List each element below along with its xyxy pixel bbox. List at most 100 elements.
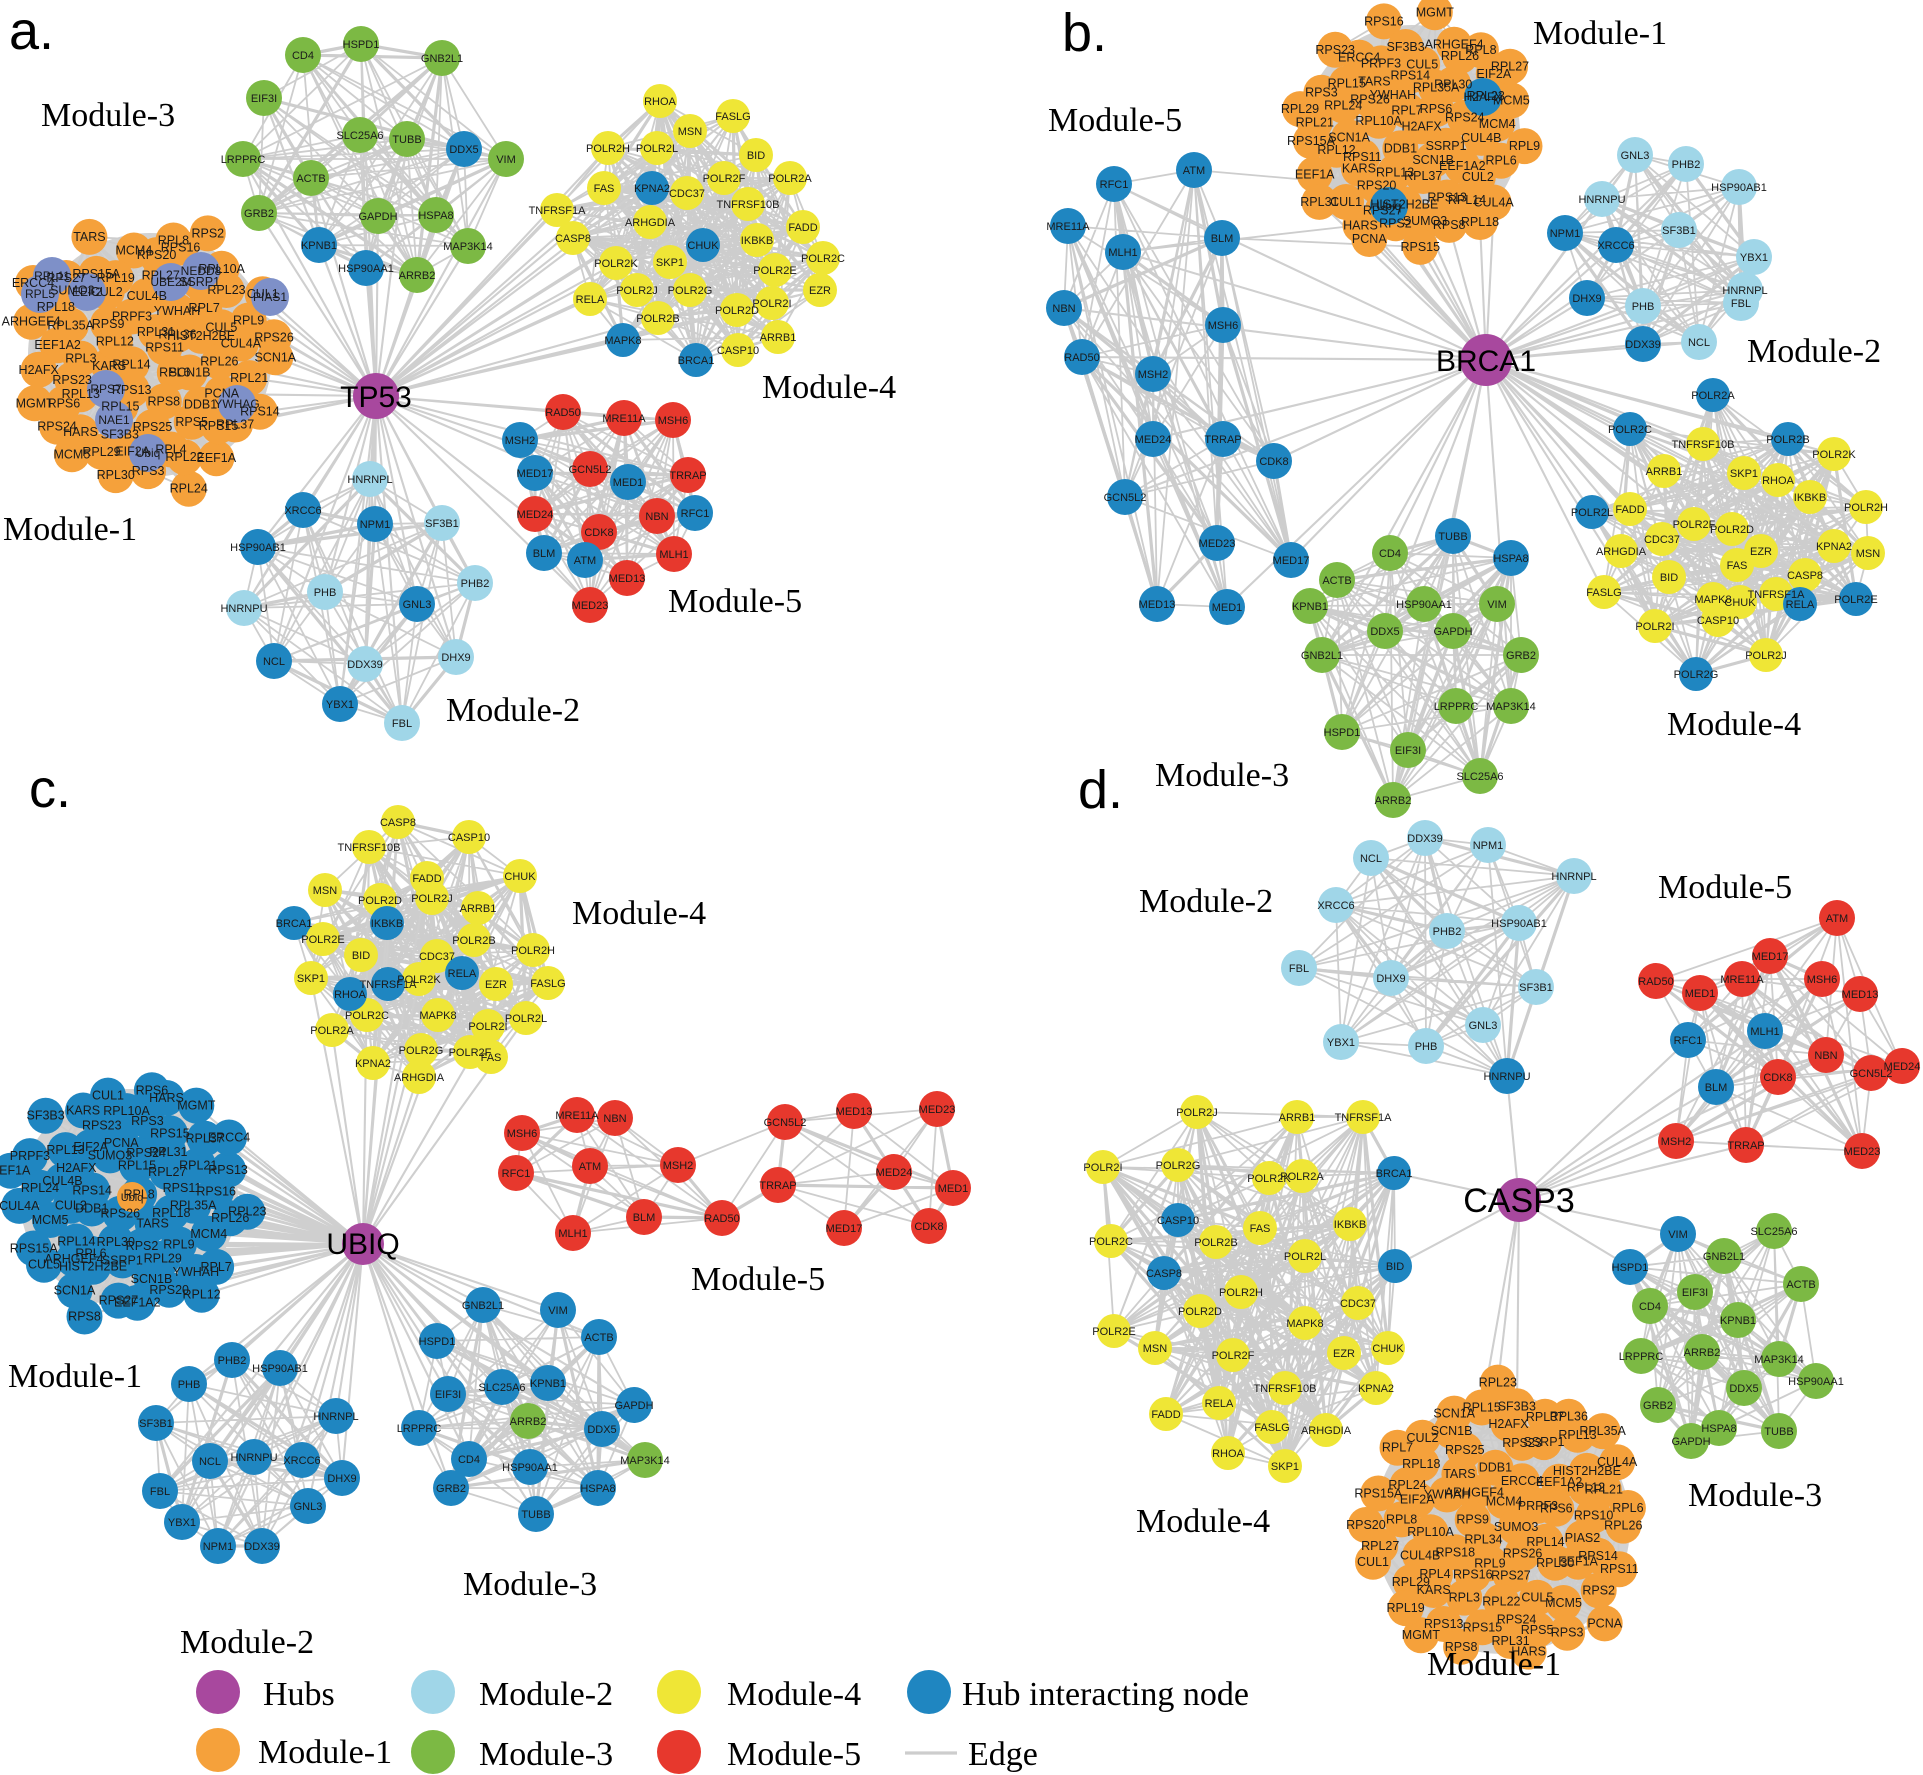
svg-text:MAPK8: MAPK8: [419, 1010, 456, 1022]
svg-text:RPS9: RPS9: [92, 317, 125, 331]
svg-text:BLM: BLM: [1705, 1082, 1728, 1094]
svg-text:SUMO3: SUMO3: [50, 284, 95, 298]
svg-text:PRPF3: PRPF3: [1361, 56, 1401, 70]
svg-text:CHUK: CHUK: [504, 871, 536, 883]
svg-text:RPL21: RPL21: [1585, 1483, 1623, 1497]
svg-text:ARRB1: ARRB1: [1646, 466, 1683, 478]
svg-text:ERCC4: ERCC4: [1338, 51, 1380, 65]
svg-text:DDX5: DDX5: [587, 1424, 616, 1436]
svg-text:RPS27: RPS27: [1363, 203, 1403, 217]
svg-text:PCNA: PCNA: [1352, 232, 1387, 246]
svg-text:RPL8: RPL8: [1465, 43, 1496, 57]
svg-text:RPS7: RPS7: [90, 382, 122, 396]
svg-text:RPS15: RPS15: [199, 419, 239, 433]
svg-text:MSH6: MSH6: [1208, 320, 1239, 332]
svg-text:HNRNPL: HNRNPL: [1722, 285, 1767, 297]
svg-text:POLR2C: POLR2C: [345, 1010, 389, 1022]
svg-text:MED24: MED24: [517, 509, 554, 521]
svg-text:HNRNPU: HNRNPU: [230, 1452, 277, 1464]
svg-text:RPL37: RPL37: [185, 1132, 223, 1146]
svg-text:POLR2K: POLR2K: [397, 974, 441, 986]
svg-text:HSPA8: HSPA8: [1493, 553, 1528, 565]
svg-text:MLH1: MLH1: [1108, 247, 1137, 259]
svg-text:MLH1: MLH1: [659, 549, 688, 561]
svg-text:POLR2C: POLR2C: [801, 253, 845, 265]
svg-text:RPL9: RPL9: [233, 314, 264, 328]
svg-text:DDB1: DDB1: [1479, 1461, 1512, 1475]
svg-text:RPL31: RPL31: [149, 1145, 187, 1159]
svg-text:RPL18: RPL18: [1461, 215, 1499, 229]
svg-text:Module-5: Module-5: [1658, 869, 1792, 906]
svg-text:RAD50: RAD50: [545, 407, 580, 419]
svg-text:MED13: MED13: [1139, 599, 1176, 611]
svg-text:HSPD1: HSPD1: [1612, 1262, 1649, 1274]
svg-text:RPL24: RPL24: [170, 482, 208, 496]
svg-text:RPL8: RPL8: [1386, 1512, 1417, 1526]
svg-text:CHUK: CHUK: [687, 240, 719, 252]
svg-text:RPS14: RPS14: [1390, 69, 1430, 83]
svg-text:POLR2E: POLR2E: [1834, 594, 1877, 606]
svg-text:NAE1: NAE1: [98, 413, 130, 427]
svg-text:Ubiq: Ubiq: [136, 446, 161, 460]
svg-text:ATM: ATM: [1826, 913, 1848, 925]
svg-text:RPL10A: RPL10A: [1407, 1525, 1454, 1539]
svg-text:MAP3K14: MAP3K14: [1754, 1354, 1804, 1366]
svg-text:SCN1A: SCN1A: [254, 350, 296, 364]
svg-text:MSH6: MSH6: [658, 415, 689, 427]
svg-text:BLM: BLM: [633, 1212, 656, 1224]
svg-text:RPL24: RPL24: [1324, 99, 1362, 113]
svg-text:ARHGEF4: ARHGEF4: [1445, 1486, 1504, 1500]
svg-text:Module-2: Module-2: [479, 1676, 613, 1713]
svg-text:BID: BID: [747, 150, 765, 162]
svg-text:EZR: EZR: [809, 285, 831, 297]
svg-text:EIF3I: EIF3I: [435, 1389, 461, 1401]
svg-text:Hub interacting node: Hub interacting node: [962, 1676, 1249, 1713]
svg-text:RPL29: RPL29: [1281, 102, 1319, 116]
svg-text:ATM: ATM: [574, 555, 596, 567]
svg-text:FAS: FAS: [1250, 1223, 1271, 1235]
svg-text:TARS: TARS: [1358, 75, 1390, 89]
svg-text:Module-5: Module-5: [668, 583, 802, 620]
svg-text:Module-3: Module-3: [479, 1736, 613, 1773]
svg-text:RPS15: RPS15: [1400, 240, 1440, 254]
svg-text:ARHGDIA: ARHGDIA: [394, 1072, 445, 1084]
svg-text:RPL9: RPL9: [1509, 139, 1540, 153]
svg-text:CDK8: CDK8: [584, 527, 613, 539]
svg-text:FAS: FAS: [481, 1052, 502, 1064]
svg-text:BID: BID: [352, 950, 370, 962]
svg-text:POLR2A: POLR2A: [1280, 1171, 1324, 1183]
svg-text:RPS5: RPS5: [1521, 1623, 1554, 1637]
svg-text:RPL10A: RPL10A: [198, 262, 245, 276]
svg-text:Module-3: Module-3: [1688, 1477, 1822, 1514]
svg-text:RPL8: RPL8: [123, 1187, 154, 1201]
svg-text:b.: b.: [1062, 3, 1107, 63]
svg-text:ERCC4: ERCC4: [12, 276, 54, 290]
svg-text:MCM5: MCM5: [1493, 94, 1530, 108]
svg-text:MED1: MED1: [613, 477, 644, 489]
svg-text:TUBB: TUBB: [1438, 531, 1467, 543]
svg-text:CDC37: CDC37: [419, 951, 455, 963]
svg-text:RFC1: RFC1: [681, 508, 710, 520]
svg-text:DDX39: DDX39: [1625, 339, 1660, 351]
svg-text:FBL: FBL: [150, 1486, 170, 1498]
svg-text:RPS3: RPS3: [1305, 86, 1338, 100]
svg-text:DHX9: DHX9: [1572, 293, 1601, 305]
svg-text:GNL3: GNL3: [1469, 1020, 1498, 1032]
svg-text:MSH2: MSH2: [1138, 369, 1169, 381]
svg-text:SF3B3: SF3B3: [101, 427, 139, 441]
svg-text:POLR2H: POLR2H: [1844, 502, 1888, 514]
svg-text:RPS20: RPS20: [1357, 179, 1397, 193]
svg-text:RPL19: RPL19: [1386, 1601, 1424, 1615]
svg-text:RPS9: RPS9: [1456, 1513, 1489, 1527]
svg-text:TNFRSF10B: TNFRSF10B: [1672, 439, 1735, 451]
svg-text:POLR2F: POLR2F: [449, 1047, 492, 1059]
svg-text:SF3B3: SF3B3: [26, 1109, 64, 1123]
svg-text:GAPDH: GAPDH: [1671, 1436, 1710, 1448]
svg-text:RPS25: RPS25: [133, 420, 173, 434]
svg-text:Module-4: Module-4: [1667, 706, 1801, 743]
svg-text:RPS5: RPS5: [175, 415, 208, 429]
svg-text:SLC25A6: SLC25A6: [1750, 1226, 1797, 1238]
svg-text:GNB2L1: GNB2L1: [462, 1300, 504, 1312]
svg-text:HSP90AB1: HSP90AB1: [230, 542, 286, 554]
svg-text:RPS24: RPS24: [126, 1146, 166, 1160]
